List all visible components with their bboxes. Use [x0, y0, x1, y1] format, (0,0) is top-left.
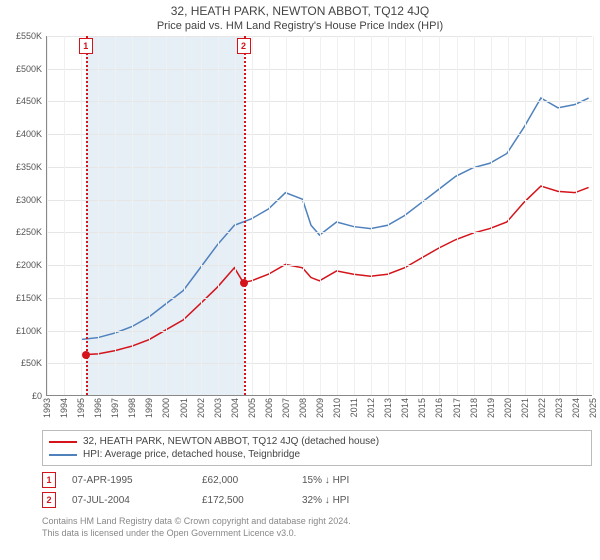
x-tick-label: 1993: [42, 398, 52, 418]
footer-line-1: Contains HM Land Registry data © Crown c…: [42, 516, 592, 528]
x-tick-label: 2023: [554, 398, 564, 418]
x-tick-label: 2002: [196, 398, 206, 418]
x-tick-label: 2017: [452, 398, 462, 418]
x-tick-label: 2020: [503, 398, 513, 418]
y-tick-label: £0: [32, 391, 42, 401]
transaction-date: 07-APR-1995: [72, 475, 202, 486]
legend-swatch: [49, 441, 77, 443]
x-tick-label: 2005: [247, 398, 257, 418]
legend-item: 32, HEATH PARK, NEWTON ABBOT, TQ12 4JQ (…: [49, 435, 585, 448]
x-tick-label: 2025: [588, 398, 598, 418]
transaction-delta: 32% ↓ HPI: [302, 495, 422, 506]
transaction-badge: 2: [42, 492, 56, 508]
x-tick-label: 2011: [349, 398, 359, 417]
x-tick-label: 2012: [366, 398, 376, 418]
y-tick-label: £450K: [16, 96, 42, 106]
x-tick-label: 2007: [281, 398, 291, 418]
x-tick-label: 2024: [571, 398, 581, 418]
x-tick-label: 2008: [298, 398, 308, 418]
plot-area: 12: [46, 36, 592, 396]
x-tick-label: 2001: [179, 398, 189, 418]
y-tick-label: £350K: [16, 162, 42, 172]
y-tick-label: £200K: [16, 260, 42, 270]
transactions-table: 1 07-APR-1995£62,00015% ↓ HPI 2 07-JUL-2004…: [42, 470, 592, 510]
transaction-row: 1 07-APR-1995£62,00015% ↓ HPI: [42, 470, 592, 490]
x-tick-label: 1996: [93, 398, 103, 418]
transaction-point: [240, 279, 248, 287]
y-tick-label: £500K: [16, 64, 42, 74]
x-tick-label: 1999: [144, 398, 154, 418]
legend-item: HPI: Average price, detached house, Teig…: [49, 448, 585, 461]
transaction-marker-badge: 1: [79, 38, 93, 54]
transaction-date: 07-JUL-2004: [72, 495, 202, 506]
transaction-price: £62,000: [202, 475, 302, 486]
legend: 32, HEATH PARK, NEWTON ABBOT, TQ12 4JQ (…: [42, 430, 592, 466]
x-tick-label: 2016: [434, 398, 444, 418]
transaction-point: [82, 351, 90, 359]
transaction-row: 2 07-JUL-2004£172,50032% ↓ HPI: [42, 490, 592, 510]
x-tick-label: 2004: [230, 398, 240, 418]
chart-subtitle: Price paid vs. HM Land Registry's House …: [0, 20, 600, 32]
x-tick-label: 1994: [59, 398, 69, 418]
y-tick-label: £150K: [16, 293, 42, 303]
transaction-badge: 1: [42, 472, 56, 488]
transaction-marker-line: [244, 36, 246, 395]
y-tick-label: £50K: [21, 358, 42, 368]
transaction-delta: 15% ↓ HPI: [302, 475, 422, 486]
x-tick-label: 2021: [520, 398, 530, 418]
legend-label: HPI: Average price, detached house, Teig…: [83, 449, 300, 460]
y-tick-label: £550K: [16, 31, 42, 41]
footer-line-2: This data is licensed under the Open Gov…: [42, 528, 592, 540]
x-tick-label: 1998: [127, 398, 137, 418]
y-tick-label: £300K: [16, 195, 42, 205]
legend-label: 32, HEATH PARK, NEWTON ABBOT, TQ12 4JQ (…: [83, 436, 379, 447]
x-tick-label: 2019: [486, 398, 496, 418]
y-axis: £0 £50K £100K £150K £200K £250K £300K £350K £400…: [4, 36, 44, 424]
x-tick-label: 1997: [110, 398, 120, 418]
y-tick-label: £400K: [16, 129, 42, 139]
x-tick-label: 2018: [469, 398, 479, 418]
x-tick-label: 1995: [76, 398, 86, 418]
x-tick-label: 2000: [161, 398, 171, 418]
chart: £0 £50K £100K £150K £200K £250K £300K £350K £400…: [4, 36, 592, 424]
legend-swatch: [49, 454, 77, 456]
transaction-price: £172,500: [202, 495, 302, 506]
x-tick-label: 2013: [383, 398, 393, 418]
x-tick-label: 2022: [537, 398, 547, 418]
x-axis: 1993199419951996199719981999200020012002…: [46, 396, 592, 424]
x-tick-label: 2015: [417, 398, 427, 418]
y-tick-label: £250K: [16, 227, 42, 237]
x-tick-label: 2003: [213, 398, 223, 418]
y-tick-label: £100K: [16, 326, 42, 336]
x-tick-label: 2009: [315, 398, 325, 418]
x-tick-label: 2006: [264, 398, 274, 418]
transaction-marker-line: [86, 36, 88, 395]
chart-title: 32, HEATH PARK, NEWTON ABBOT, TQ12 4JQ: [0, 4, 600, 18]
transaction-marker-badge: 2: [237, 38, 251, 54]
footer-attribution: Contains HM Land Registry data © Crown c…: [42, 516, 592, 539]
x-tick-label: 2010: [332, 398, 342, 418]
x-tick-label: 2014: [400, 398, 410, 418]
